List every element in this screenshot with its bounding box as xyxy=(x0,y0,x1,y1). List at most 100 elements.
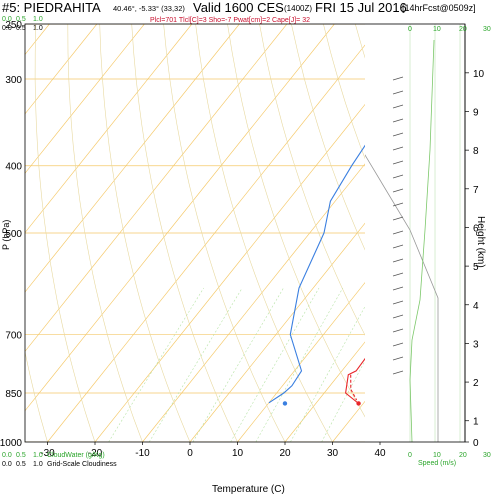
wind-scale-top: 0 10 20 30 xyxy=(408,26,491,33)
wind-barb xyxy=(392,370,404,375)
p-tick-label: 850 xyxy=(5,389,22,400)
wind-bottom-20: 20 xyxy=(459,452,467,459)
height-tick-label: 1 xyxy=(473,417,479,428)
mixing-ratio-line xyxy=(148,287,243,442)
p-tick-label: 700 xyxy=(5,330,22,341)
isotherm-line xyxy=(189,222,365,442)
bottom-scale-a0: 0.0 xyxy=(2,452,12,459)
wind-top-10: 10 xyxy=(433,26,441,33)
height-tick-label: 0 xyxy=(473,438,479,449)
height-axis-label: Height (km) xyxy=(475,216,486,268)
mixing-ratio-line xyxy=(255,287,344,442)
background-grid xyxy=(25,24,500,442)
bottom-scale-b1: 0.5 xyxy=(16,461,26,468)
bottom-scale-a1: 0.5 xyxy=(16,452,26,459)
dry-adiabat xyxy=(195,24,333,442)
dry-adiabat xyxy=(34,24,96,442)
dry-adiabat xyxy=(259,24,365,336)
wind-barb xyxy=(392,328,404,333)
isotherm-line xyxy=(237,282,365,442)
height-tick-label: 7 xyxy=(473,185,479,196)
height-tick-label: 5 xyxy=(473,262,479,273)
dry-adiabat xyxy=(323,24,365,160)
isotherm-line xyxy=(25,24,145,174)
x-tick-label: 30 xyxy=(327,448,339,459)
wind-barb xyxy=(392,90,404,95)
mixing-ratio-line xyxy=(290,305,365,442)
y-axis-label: P (hPa) xyxy=(1,220,11,250)
wind-barb xyxy=(392,160,404,165)
x-tick-label: 0 xyxy=(187,448,193,459)
wind-barb xyxy=(392,118,404,123)
height-tick-label: 6 xyxy=(473,223,479,234)
terrain-outline xyxy=(365,154,439,442)
station-coords: 40.46°, -5.33° (33,32) xyxy=(113,4,185,13)
bottom-scale-b2: 1.0 xyxy=(33,461,43,468)
top-scale-b2: 1.0 xyxy=(33,25,43,32)
wind-barb xyxy=(392,258,404,263)
wind-barb xyxy=(392,174,404,179)
dry-adiabat xyxy=(163,24,286,442)
wind-barb xyxy=(392,314,404,319)
isotherm-line xyxy=(25,24,288,352)
height-tick-label: 8 xyxy=(473,146,479,157)
wind-barb xyxy=(392,104,404,109)
mixing-ratio-line xyxy=(321,360,365,442)
forecast-date: FRI 15 Jul 2016 xyxy=(315,0,407,15)
dry-adiabat xyxy=(131,24,238,442)
mixing-ratio-line xyxy=(108,287,204,442)
isotherm-line xyxy=(25,24,240,293)
top-scale-b0: 0.0 xyxy=(2,25,12,32)
height-tick-label: 10 xyxy=(473,69,485,80)
series-parcel-line xyxy=(350,374,358,401)
wind-barb xyxy=(392,286,404,291)
wind-barb xyxy=(392,216,404,221)
isotherm-line xyxy=(94,103,365,442)
x-axis-label: Temperature (C) xyxy=(212,484,285,495)
valid-time-z: (1400Z) xyxy=(284,4,312,13)
bottom-scale-b0: 0.0 xyxy=(2,461,12,468)
x-tick-label: -20 xyxy=(88,448,103,459)
top-scale: 0.0 0.5 1.0 0.0 0.5 1.0 xyxy=(2,16,43,32)
wind-panel xyxy=(365,24,461,442)
wind-barb xyxy=(392,244,404,249)
bottom-scale: 0.0 0.5 1.0 CloudWater (g/Kg) 0.0 0.5 1.… xyxy=(2,452,117,468)
wind-speed-profile xyxy=(409,39,435,442)
x-tick-label: 20 xyxy=(279,448,291,459)
wind-barb xyxy=(392,76,404,81)
wind-barb xyxy=(392,356,404,361)
dry-adiabat xyxy=(99,24,191,442)
wind-barb xyxy=(392,202,404,207)
wind-bottom-0: 0 xyxy=(408,452,412,459)
top-scale-b1: 0.5 xyxy=(16,25,26,32)
top-scale-a0: 0.0 xyxy=(2,16,12,23)
series-temperature-line xyxy=(345,357,365,404)
wind-barb xyxy=(392,146,404,151)
wind-barb xyxy=(392,188,404,193)
isotherm-line xyxy=(25,24,335,412)
wind-top-0: 0 xyxy=(408,26,412,33)
forecast-run: [14hrFcst@0509z] xyxy=(402,3,476,13)
wind-scale-bottom: 0 10 20 30 Speed (m/s) xyxy=(408,452,491,467)
dry-adiabat xyxy=(25,350,48,442)
dry-adiabat xyxy=(67,24,143,442)
height-tick-label: 3 xyxy=(473,339,479,350)
isotherm-line xyxy=(142,163,365,442)
p-tick-label: 400 xyxy=(5,162,22,173)
x-tick-label: 40 xyxy=(374,448,386,459)
p-tick-label: 1000 xyxy=(0,438,22,449)
x-tick-label: 10 xyxy=(232,448,244,459)
dry-adiabat xyxy=(419,24,500,442)
dry-adiabat xyxy=(291,24,365,251)
cloudiness-label: Grid-Scale Cloudiness xyxy=(47,461,117,468)
bottom-scale-a2: 1.0 xyxy=(33,452,43,459)
sounding-params: Plcl=701 Tlcl[C]=3 Sho=-7 Pwat[cm]=2 Cap… xyxy=(150,17,310,24)
sounding-series xyxy=(268,144,365,406)
height-tick-label: 4 xyxy=(473,301,479,312)
wind-barb xyxy=(392,230,404,235)
valid-time: Valid 1600 CES xyxy=(193,0,284,15)
isotherm-line xyxy=(25,24,98,115)
